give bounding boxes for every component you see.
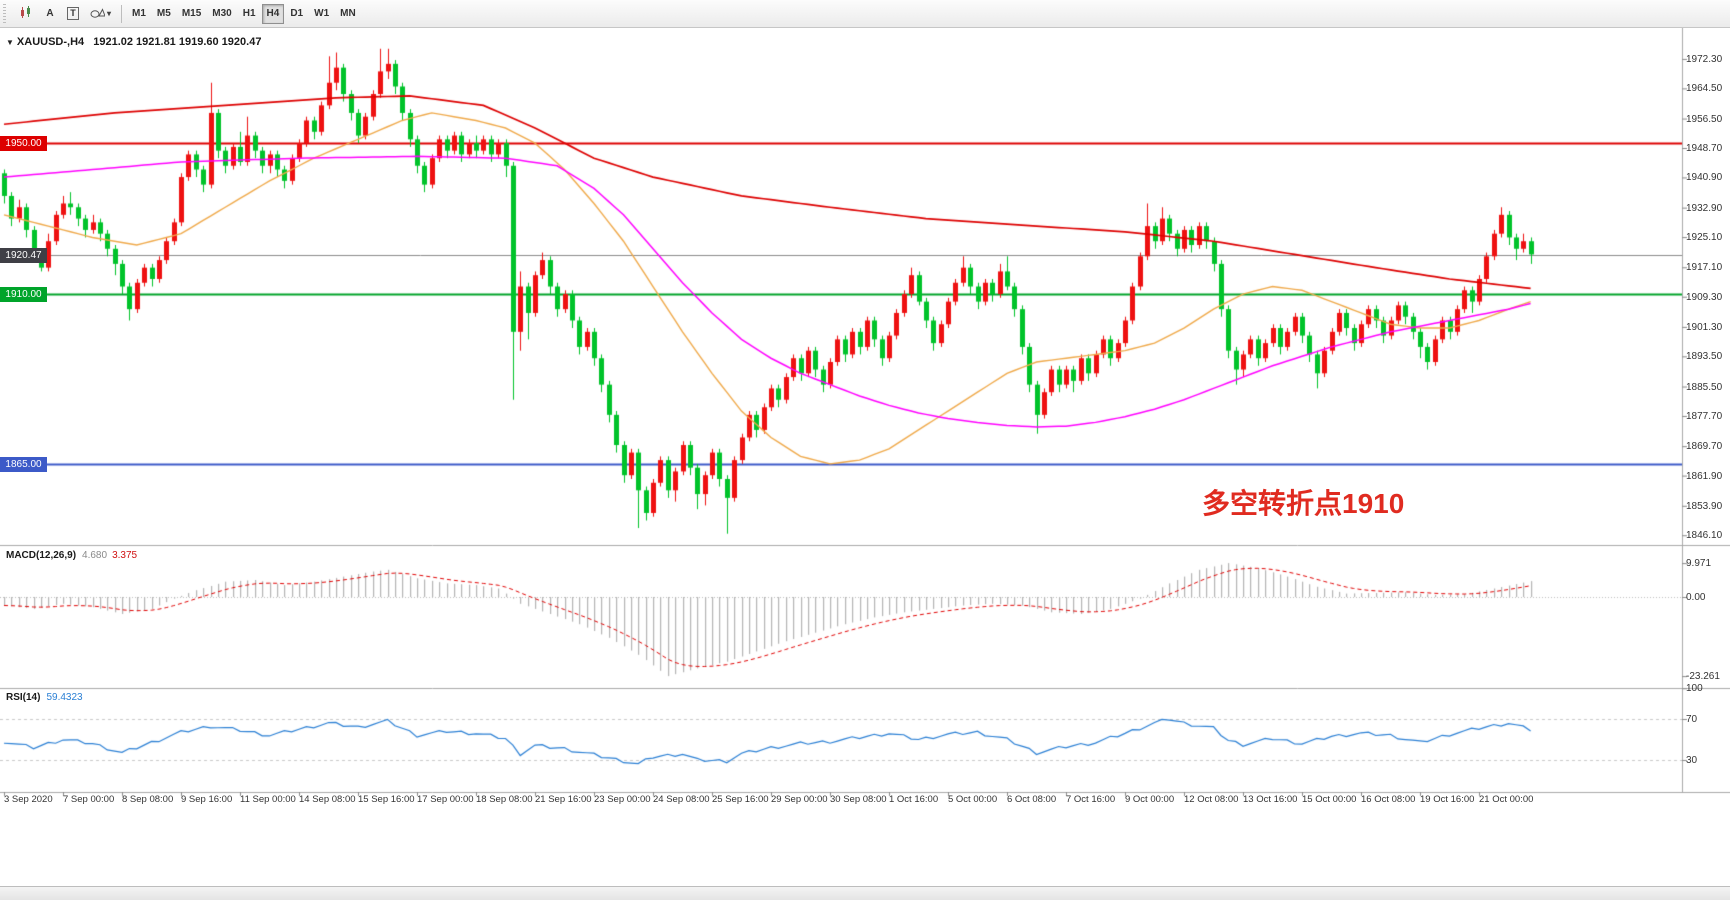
rsi-axis-label: 100 — [1686, 683, 1703, 694]
chart-text-annotation: 多空转折点1910 — [1202, 488, 1405, 519]
date-axis-label: 5 Oct 00:00 — [948, 794, 998, 805]
macd-axis-label: -23.261 — [1686, 671, 1720, 682]
tool-buttons: A T ▾ — [14, 4, 116, 24]
price-axis-label: 1893.50 — [1686, 351, 1723, 362]
date-axis-label: 24 Sep 08:00 — [653, 794, 710, 805]
macd-signal-value: 3.375 — [112, 550, 138, 561]
date-axis-label: 9 Oct 00:00 — [1125, 794, 1175, 805]
price-axis-label: 1917.10 — [1686, 262, 1723, 273]
price-axis-label: 1964.50 — [1686, 83, 1723, 94]
price-axis-label: 1885.50 — [1686, 382, 1723, 393]
date-axis-label: 6 Oct 08:00 — [1007, 794, 1057, 805]
dropdown-caret-icon: ▾ — [107, 9, 112, 18]
toolbar-grip[interactable] — [3, 3, 10, 24]
price-axis-label: 1846.10 — [1686, 530, 1723, 541]
tool-button-text-t[interactable]: T — [62, 4, 84, 24]
timeframe-button-H4[interactable]: H4 — [261, 3, 285, 24]
price-axis-label: 1948.70 — [1686, 143, 1723, 154]
price-badge-1950.00: 1950.00 — [0, 136, 47, 151]
date-axis-label: 21 Oct 00:00 — [1479, 794, 1534, 805]
macd-axis-label: 0.00 — [1686, 592, 1706, 603]
timeframe-button-M5[interactable]: M5 — [156, 8, 171, 19]
date-axis-label: 25 Sep 16:00 — [712, 794, 769, 805]
price-axis-label: 1940.90 — [1686, 172, 1723, 183]
text-tool-icon: T — [67, 7, 79, 20]
timeframe-buttons: M1 M5 M15 M30 H1 H4 D1 W1 MN — [127, 3, 361, 24]
date-axis-label: 1 Oct 16:00 — [889, 794, 939, 805]
macd-name: MACD(12,26,9) — [6, 550, 77, 561]
price-axis-label: 1909.30 — [1686, 292, 1723, 303]
price-axis-label: 1853.90 — [1686, 501, 1723, 512]
date-axis-label: 11 Sep 00:00 — [240, 794, 296, 805]
price-axis-label: 1877.70 — [1686, 411, 1723, 422]
date-axis-label: 15 Oct 00:00 — [1302, 794, 1357, 805]
timeframe-button-MN[interactable]: MN — [340, 8, 356, 19]
date-axis-label: 21 Sep 16:00 — [535, 794, 592, 805]
date-axis-label: 17 Sep 00:00 — [417, 794, 474, 805]
price-axis-label: 1861.90 — [1686, 471, 1723, 482]
price-badge-1920.47: 1920.47 — [0, 248, 47, 263]
tool-button-chart-type[interactable] — [14, 4, 38, 24]
date-axis-label: 8 Sep 08:00 — [122, 794, 174, 805]
price-axis-label: 1956.50 — [1686, 114, 1723, 125]
timeframe-button-M15[interactable]: M15 — [181, 8, 202, 19]
rsi-axis-label: 30 — [1686, 755, 1698, 766]
date-axis-label: 29 Sep 00:00 — [771, 794, 828, 805]
chart-canvas[interactable] — [0, 28, 1730, 900]
text-a-icon: A — [46, 8, 54, 19]
tool-button-shapes[interactable]: ▾ — [85, 4, 116, 24]
timeframe-button-M1[interactable]: M1 — [132, 8, 146, 19]
timeframe-button-H1[interactable]: H1 — [242, 8, 256, 19]
price-axis-label: 1932.90 — [1686, 203, 1723, 214]
timeframe-button-D1[interactable]: D1 — [290, 8, 304, 19]
toolbar: A T ▾ M1 M5 M15 M30 H1 H4 D1 W1 MN — [0, 0, 1730, 28]
price-badge-1910.00: 1910.00 — [0, 287, 47, 302]
date-axis-label: 9 Sep 16:00 — [181, 794, 233, 805]
date-axis-label: 16 Oct 08:00 — [1361, 794, 1416, 805]
timeframe-button-W1[interactable]: W1 — [314, 8, 330, 19]
chart-shift-marker-icon: ▼ — [6, 38, 14, 47]
date-axis-label: 19 Oct 16:00 — [1420, 794, 1475, 805]
rsi-axis-label: 70 — [1686, 714, 1698, 725]
price-badge-1865.00: 1865.00 — [0, 457, 47, 472]
rsi-name: RSI(14) — [6, 692, 41, 703]
date-axis-label: 18 Sep 08:00 — [476, 794, 533, 805]
date-axis-label: 3 Sep 2020 — [4, 794, 53, 805]
macd-axis-label: 9.971 — [1686, 558, 1712, 569]
macd-main-value: 4.680 — [82, 550, 108, 561]
price-axis-label: 1925.10 — [1686, 232, 1723, 243]
rsi-value: 59.4323 — [46, 692, 83, 703]
rsi-indicator-label: RSI(14) 59.4323 — [6, 692, 83, 703]
chart-ohlc-values: 1921.02 1921.81 1919.60 1920.47 — [93, 36, 262, 48]
timeframe-button-M30[interactable]: M30 — [212, 8, 232, 19]
toolbar-divider — [121, 4, 123, 23]
window-bottom-bar — [0, 886, 1730, 900]
date-axis-label: 7 Sep 00:00 — [63, 794, 115, 805]
tool-button-text-a[interactable]: A — [39, 4, 61, 24]
price-axis-label: 1901.30 — [1686, 322, 1723, 333]
date-axis-label: 30 Sep 08:00 — [830, 794, 887, 805]
date-axis-label: 12 Oct 08:00 — [1184, 794, 1239, 805]
date-axis-label: 7 Oct 16:00 — [1066, 794, 1116, 805]
date-axis-label: 13 Oct 16:00 — [1243, 794, 1298, 805]
chart-symbol-label: XAUUSD-,H4 — [16, 36, 85, 48]
date-axis-label: 23 Sep 00:00 — [594, 794, 651, 805]
chart-title: ▼ XAUUSD-,H4 1921.02 1921.81 1919.60 1920… — [6, 36, 261, 48]
macd-indicator-label: MACD(12,26,9) 4.680 3.375 — [6, 550, 137, 561]
date-axis-label: 15 Sep 16:00 — [358, 794, 415, 805]
price-axis-label: 1972.30 — [1686, 54, 1723, 65]
date-axis-label: 14 Sep 08:00 — [299, 794, 356, 805]
shapes-icon — [90, 6, 106, 22]
price-axis-label: 1869.70 — [1686, 441, 1723, 452]
candle-chart-icon — [19, 5, 33, 22]
